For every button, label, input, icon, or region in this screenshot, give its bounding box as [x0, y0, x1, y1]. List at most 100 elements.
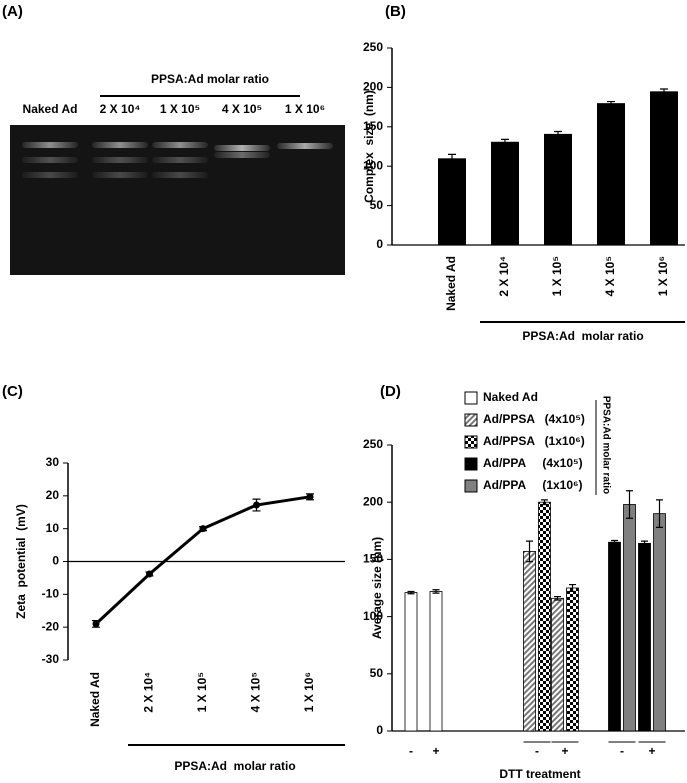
bar — [538, 501, 551, 732]
error-bar — [448, 153, 456, 163]
gel-band — [152, 142, 208, 148]
x-axis-label: PPSA:Ad molar ratio — [522, 329, 643, 343]
bar — [650, 91, 678, 245]
y-tick-label: 150 — [363, 119, 383, 133]
y-axis-label: Average size (nm) — [370, 537, 384, 639]
panel-label: (C) — [2, 383, 23, 400]
bar — [523, 550, 536, 732]
point — [253, 501, 260, 509]
legend-note: PPSA:Ad molar ratio — [600, 396, 611, 494]
y-axis-label: Complex size (nm) — [362, 90, 376, 203]
bar — [623, 504, 636, 732]
y-tick-label: 200 — [363, 494, 383, 508]
gel-band — [214, 145, 270, 151]
lane-label: 4 X 10⁵ — [222, 102, 262, 116]
y-tick-label: 100 — [363, 609, 383, 623]
y-tick-label: -30 — [42, 652, 60, 666]
gel-lanes: Naked Ad 2 X 10⁴ 1 X 10⁵ 4 X 10⁵ 1 X 10⁶ — [22, 102, 333, 178]
point — [146, 570, 153, 578]
x-tick-label: + — [648, 744, 655, 758]
y-tick-label: 250 — [363, 437, 383, 451]
y-tick-label: 0 — [376, 237, 383, 251]
chart-panel: (B) 0 50 100 150 200 250 Complex size (nm) PPSA:… — [362, 3, 685, 343]
y-tick-label: 50 — [370, 666, 384, 680]
error-bar — [641, 540, 648, 547]
error-bar — [526, 540, 533, 563]
error-bar — [660, 88, 668, 95]
chart-panel: (C) -30 -20 -10 0 10 20 30 Zeta potential (mV) PP… — [2, 383, 345, 773]
bar — [429, 591, 443, 732]
error-bar — [554, 130, 562, 137]
x-tick-label: - — [535, 744, 539, 758]
chart-panel: (D) 0 50 100 150 200 250 Average size (nm) DTT t… — [363, 383, 685, 781]
y-tick-label: 10 — [46, 521, 60, 535]
y-axis-label: Zeta potential (mV) — [14, 504, 28, 619]
bar — [491, 141, 519, 245]
error-bar — [569, 583, 576, 593]
gel-band — [92, 172, 148, 178]
legend-label: Naked Ad — [483, 390, 538, 404]
bar — [653, 513, 666, 732]
x-tick-label: - — [620, 744, 624, 758]
y-tick-label: 200 — [363, 80, 383, 94]
bar — [404, 592, 418, 732]
x-axis-label: DTT treatment — [499, 767, 580, 781]
gel-image — [10, 125, 345, 275]
y-tick-label: 30 — [46, 455, 60, 469]
y-tick-label: 20 — [46, 488, 60, 502]
legend-swatch — [464, 391, 478, 405]
x-axis-label: PPSA:Ad molar ratio — [174, 759, 295, 773]
error-bar — [656, 499, 663, 528]
gel-band — [152, 157, 208, 163]
bar — [544, 133, 572, 245]
x-tick-label: Naked Ad — [444, 256, 458, 311]
bar — [638, 542, 651, 732]
error-bar — [554, 595, 561, 601]
point — [306, 493, 314, 501]
lane-label: Naked Ad — [23, 102, 78, 116]
gel-panel: (A) PPSA:Ad molar ratio Naked Ad 2 X 10⁴ 1… — [2, 3, 345, 275]
point — [92, 620, 100, 628]
gel-band — [214, 152, 270, 158]
legend-swatch — [464, 413, 478, 427]
lane-label: 2 X 10⁴ — [100, 102, 141, 116]
x-tick-label: Naked Ad — [88, 672, 102, 727]
y-tick-label: 150 — [363, 552, 383, 566]
x-tick-label: + — [561, 744, 568, 758]
x-tick-label: 1 X 10⁶ — [302, 672, 316, 712]
error-bar — [501, 138, 509, 145]
point — [199, 525, 207, 533]
error-bar — [407, 590, 415, 595]
x-tick-label: 4 X 10⁵ — [249, 672, 263, 712]
x-tick-label: 1 X 10⁶ — [656, 256, 670, 296]
line — [94, 495, 311, 625]
error-bar — [432, 589, 440, 594]
x-tick-label: + — [432, 744, 439, 758]
legend-swatch — [464, 457, 478, 471]
y-tick-label: 0 — [52, 554, 59, 568]
error-bar — [607, 100, 615, 106]
y-tick-label: 50 — [370, 198, 384, 212]
x-tick-label: 1 X 10⁵ — [195, 672, 209, 712]
lane-label: 1 X 10⁵ — [160, 102, 200, 116]
y-tick-label: -20 — [42, 619, 60, 633]
gel-band — [152, 172, 208, 178]
y-tick-label: 100 — [363, 158, 383, 172]
gel-band — [92, 157, 148, 163]
panel-label: (B) — [385, 3, 406, 20]
lane-label: 1 X 10⁶ — [285, 102, 325, 116]
gel-band — [22, 142, 78, 148]
legend-swatch — [464, 479, 478, 493]
x-tick-label: 4 X 10⁵ — [603, 256, 617, 296]
error-bar — [541, 499, 548, 506]
x-tick-label: 1 X 10⁵ — [550, 256, 564, 296]
gel-band — [22, 172, 78, 178]
bar — [597, 103, 625, 245]
bar — [566, 587, 579, 732]
gel-band — [22, 157, 78, 163]
x-tick-label: 2 X 10⁴ — [497, 256, 511, 297]
gel-band — [277, 143, 333, 149]
error-bar — [626, 490, 633, 519]
